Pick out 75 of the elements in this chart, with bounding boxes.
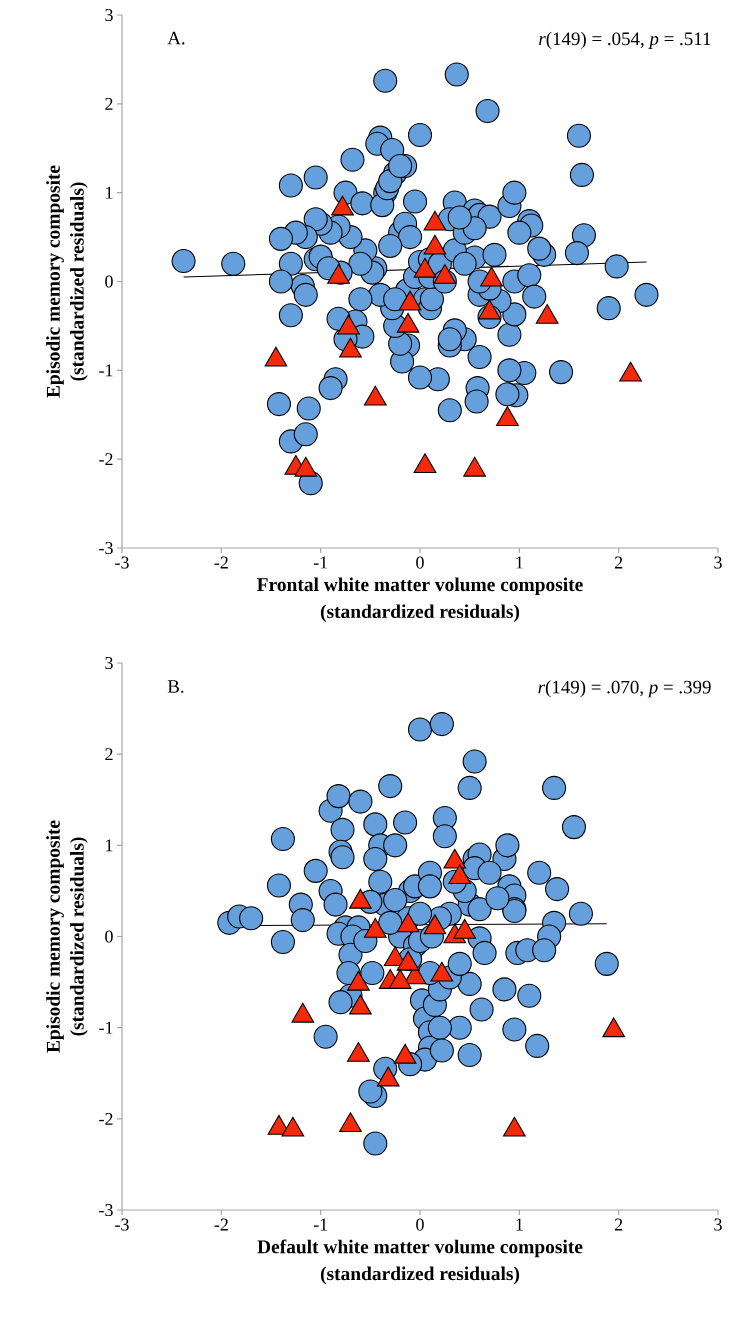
point (423, 210, 447, 231)
point (602, 1017, 626, 1038)
y-tick-label: -1 (99, 364, 113, 377)
y-tick-label: 3 (105, 656, 113, 670)
point (453, 918, 477, 939)
point (291, 1002, 315, 1023)
point (430, 961, 454, 982)
x-tick-label: -2 (214, 556, 228, 569)
point (347, 970, 370, 991)
y-tick-label: 3 (105, 8, 113, 22)
y-tick-label: 1 (106, 186, 113, 199)
point (339, 1112, 362, 1133)
y-tick-label: 0 (105, 275, 113, 288)
annotation: A. (167, 31, 185, 45)
point (294, 456, 318, 477)
x-tick-label: 0 (416, 1218, 424, 1231)
x-axis-title: Default white matter volume composite (standardized residuals) (257, 1239, 583, 1285)
point (347, 1041, 370, 1062)
point (503, 1116, 526, 1137)
point (423, 234, 447, 255)
y-tick-label: 0 (105, 930, 113, 943)
point (331, 195, 354, 216)
x-tick-label: 3 (714, 1218, 722, 1231)
point (393, 1043, 417, 1064)
y-tick-label: -1 (99, 1021, 113, 1034)
y-tick-label: 1 (106, 839, 113, 852)
point (388, 969, 412, 989)
point (349, 888, 372, 909)
y-tick-label: -3 (99, 541, 113, 555)
y-tick-label: 2 (105, 748, 113, 761)
point (363, 385, 387, 406)
point (413, 453, 437, 474)
point (478, 299, 501, 320)
point (443, 848, 467, 869)
point (264, 346, 288, 367)
annotation: r(149) = .070, p = .399 (538, 680, 711, 698)
x-tick-label: 1 (516, 556, 523, 569)
point (349, 994, 372, 1015)
x-tick-label: 0 (416, 556, 424, 569)
x-tick-label: -1 (313, 556, 328, 569)
y-tick-label: -3 (99, 1203, 113, 1217)
x-tick-label: -1 (313, 1218, 328, 1231)
y-axis-title: Episodic memory composite (standardized residuals) (46, 165, 88, 398)
point (480, 266, 503, 287)
point (619, 361, 642, 382)
point (463, 456, 487, 477)
point (281, 1116, 305, 1137)
point (337, 314, 360, 335)
x-tick-label: -3 (115, 556, 129, 569)
x-tick-label: -2 (214, 1218, 228, 1231)
y-tick-label: -2 (99, 1112, 113, 1125)
annotation: B. (167, 680, 184, 693)
point (363, 917, 387, 938)
y-axis-title: Episodic memory composite (standardized residuals) (46, 820, 88, 1053)
x-tick-label: 2 (614, 1218, 623, 1231)
point (496, 406, 519, 426)
x-tick-label: 3 (714, 556, 722, 569)
point (423, 914, 447, 935)
point (535, 303, 559, 324)
point (433, 264, 457, 284)
point (327, 264, 350, 284)
point (448, 864, 472, 885)
point (376, 1066, 400, 1087)
x-axis-title: Frontal white matter volume composite (standardized residuals) (257, 577, 583, 622)
point (413, 257, 437, 278)
point (339, 337, 362, 358)
point (396, 312, 420, 333)
y-tick-label: 2 (105, 97, 113, 110)
annotation: r(149) = .054, p = .511 (539, 31, 711, 50)
x-tick-label: 2 (614, 556, 623, 569)
x-tick-label: -3 (115, 1218, 129, 1231)
point (396, 912, 420, 933)
y-tick-label: -2 (99, 453, 113, 466)
point (398, 290, 422, 311)
x-tick-label: 1 (516, 1218, 523, 1231)
